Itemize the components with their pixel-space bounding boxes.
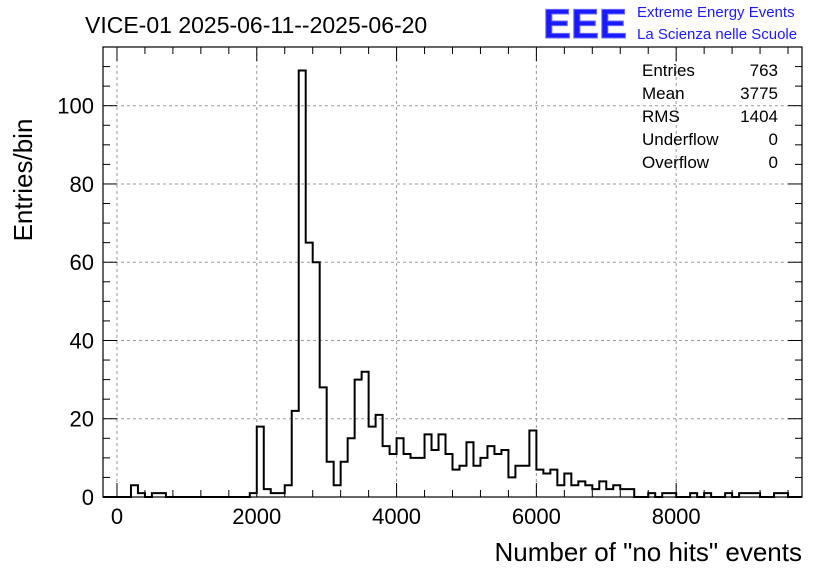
- stat-value: 1404: [740, 107, 778, 126]
- y-tick-label: 0: [82, 485, 94, 510]
- x-tick-label: 8000: [652, 504, 701, 529]
- stat-value: 3775: [740, 84, 778, 103]
- chart-title: VICE-01 2025-06-11--2025-06-20: [85, 12, 427, 38]
- stat-value: 763: [750, 61, 778, 80]
- y-tick-label: 40: [70, 328, 94, 353]
- x-axis-title: Number of "no hits" events: [495, 537, 803, 567]
- stat-label: Underflow: [642, 130, 719, 149]
- stat-value: 0: [769, 153, 778, 172]
- y-tick-label: 20: [70, 407, 94, 432]
- x-tick-label: 2000: [232, 504, 281, 529]
- x-tick-label: 4000: [372, 504, 421, 529]
- eee-logo: EEE Extreme Energy Events La Scienza nel…: [543, 0, 798, 48]
- stat-label: Overflow: [642, 153, 710, 172]
- stats-box: Entries 763 Mean 3775 RMS 1404 Underflow 0 Overf…: [642, 61, 778, 172]
- stat-value: 0: [769, 130, 778, 149]
- y-tick-label: 60: [70, 250, 94, 275]
- x-tick-label: 0: [111, 504, 123, 529]
- plot-frame: [102, 46, 803, 498]
- y-tick-label: 80: [70, 172, 94, 197]
- x-tick-label: 6000: [512, 504, 561, 529]
- y-axis-title: Entries/bin: [8, 119, 38, 242]
- tick-labels: 0 2000 4000 6000 8000 0 20 40 60 80 100: [57, 94, 700, 529]
- logo-mark: EEE: [543, 0, 627, 47]
- logo-line1: Extreme Energy Events: [637, 4, 795, 21]
- stat-label: Mean: [642, 84, 685, 103]
- stat-label: Entries: [642, 61, 695, 80]
- histogram-outline: [103, 69, 802, 498]
- y-tick-label: 100: [57, 94, 94, 119]
- grid-lines: [103, 47, 802, 497]
- stat-label: RMS: [642, 107, 680, 126]
- logo-line2: La Scienza nelle Scuole: [637, 26, 797, 43]
